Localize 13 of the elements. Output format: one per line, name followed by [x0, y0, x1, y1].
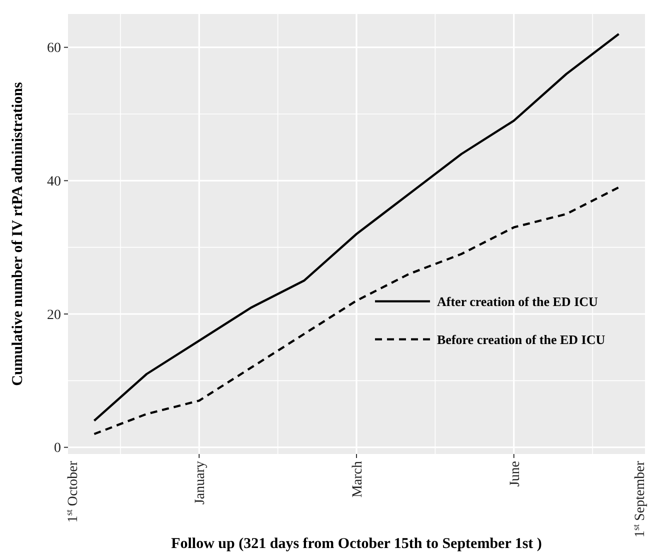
- y-axis-title: Cumulative number of IV rtPA administrations: [10, 82, 26, 386]
- line-series: [93, 32, 620, 422]
- y-tick-label: 0: [54, 441, 61, 456]
- x-tick-label: January: [193, 461, 208, 505]
- y-tick-label: 20: [47, 308, 61, 323]
- legend-label: After creation of the ED ICU: [437, 294, 599, 309]
- y-tick-label: 60: [47, 41, 61, 56]
- x-tick-label: June: [508, 461, 523, 487]
- x-tick-label: March: [350, 461, 366, 498]
- line-series: [93, 186, 620, 436]
- x-axis-title: Follow up (321 days from October 15th to September 1st ): [171, 536, 542, 552]
- y-tick-label: 40: [47, 174, 61, 190]
- legend-label: Before creation of the ED ICU: [437, 332, 606, 347]
